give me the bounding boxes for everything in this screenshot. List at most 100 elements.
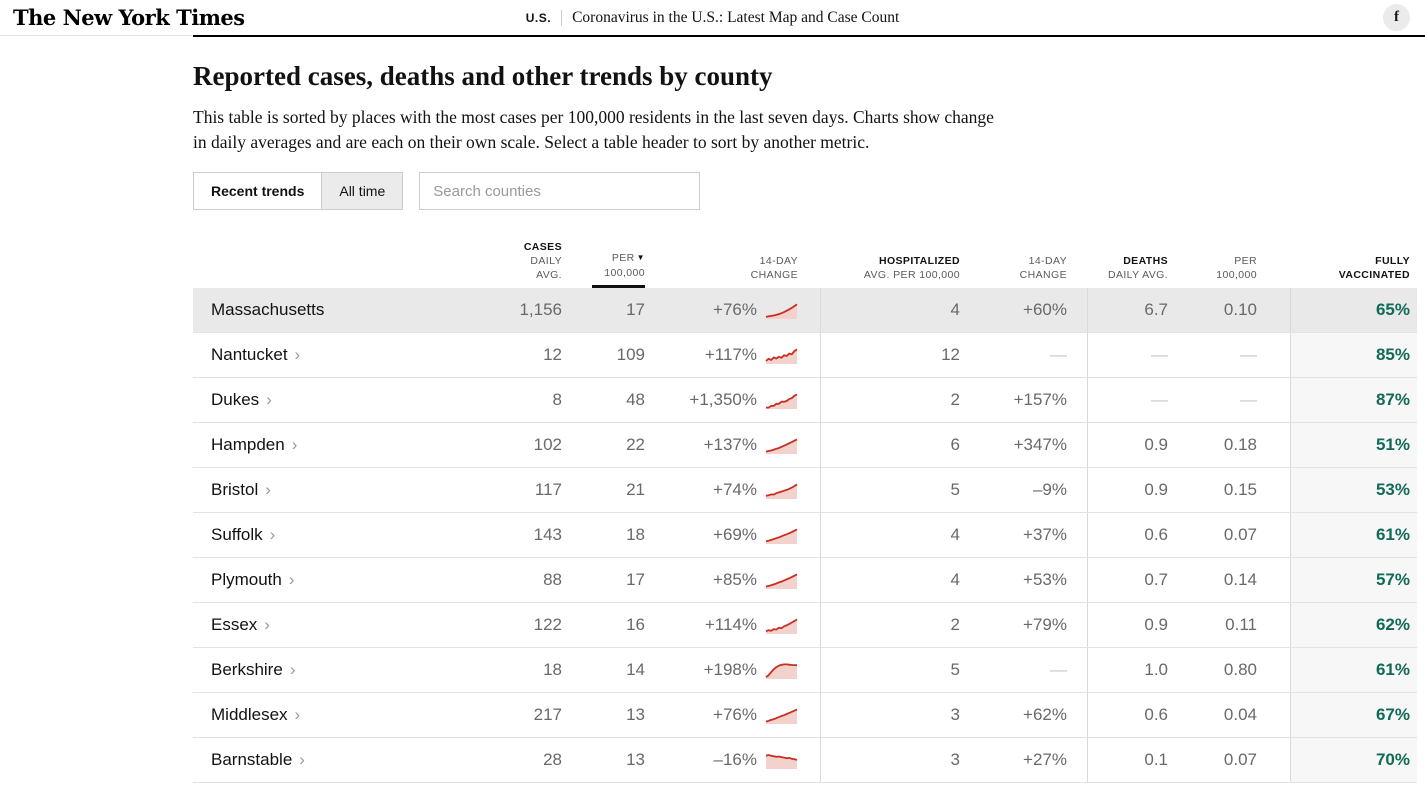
nav-article-link[interactable]: Coronavirus in the U.S.: Latest Map and … <box>572 9 900 26</box>
deaths-daily-avg-value: 1.0 <box>1087 648 1168 692</box>
nyt-logo[interactable]: The New York Times <box>13 5 245 30</box>
hosp-14day-change-value: +37% <box>1023 525 1067 544</box>
chevron-right-icon: › <box>266 390 272 409</box>
header-hosp-14day-change[interactable]: 14-DAY CHANGE <box>1019 255 1067 281</box>
14day-change-cell: +198% <box>645 648 820 692</box>
chevron-right-icon: › <box>294 345 301 364</box>
header-deaths-per-100k[interactable]: PER 100,000 <box>1216 255 1257 281</box>
deaths-daily-avg-value: 0.1 <box>1087 738 1168 782</box>
deaths-per-100k-value: 0.07 <box>1223 750 1257 769</box>
county-name-cell[interactable]: Berkshire › <box>193 648 513 692</box>
county-name-cell[interactable]: Essex › <box>193 603 513 647</box>
header-14day-change[interactable]: 14-DAY CHANGE <box>750 255 798 281</box>
header-cases-daily-avg[interactable]: CASES DAILY AVG. <box>523 241 562 281</box>
hospitalized-value: 2 <box>820 378 960 422</box>
county-name-cell[interactable]: Hampden › <box>193 423 513 467</box>
chevron-right-icon: › <box>269 525 276 544</box>
14day-change-value: +74% <box>713 480 757 499</box>
search-input[interactable] <box>419 172 701 210</box>
deaths-per-100k-value: 0.10 <box>1223 300 1257 319</box>
hosp-14day-change-value: +27% <box>1023 750 1067 769</box>
deaths-daily-avg-value: 6.7 <box>1087 288 1168 332</box>
hospitalized-value: 12 <box>820 333 960 377</box>
cases-per-100k-value: 48 <box>626 390 645 409</box>
fully-vaccinated-value: 61% <box>1290 648 1417 692</box>
hosp-14day-change-value: +79% <box>1023 615 1067 634</box>
fully-vaccinated-value: 67% <box>1290 693 1417 737</box>
hospitalized-value: 4 <box>820 558 960 602</box>
top-bar: The New York Times U.S. Coronavirus in t… <box>0 0 1425 37</box>
header-hospitalized[interactable]: HOSPITALIZED AVG. PER 100,000 <box>863 255 960 281</box>
14day-change-cell: +76% <box>645 693 820 737</box>
tab-recent-trends[interactable]: Recent trends <box>193 172 323 210</box>
county-name-cell[interactable]: Suffolk › <box>193 513 513 557</box>
header-cases-per-100k-sorted[interactable]: PER ▼ 100,000 <box>562 240 645 288</box>
cases-per-100k-value: 13 <box>626 750 645 769</box>
table-row: Nantucket › 12 109 +117% 12 — — — 85% <box>193 333 1417 378</box>
hosp-14day-change-value: +60% <box>1023 300 1067 319</box>
header-county[interactable] <box>193 240 513 282</box>
deaths-daily-avg-value: 0.9 <box>1087 468 1168 512</box>
cases-per-100k-value: 16 <box>626 615 645 634</box>
14day-change-cell: –16% <box>645 738 820 782</box>
cases-daily-avg-value: 122 <box>533 615 562 634</box>
sort-desc-icon: ▼ <box>636 253 645 262</box>
cases-daily-avg-value: 12 <box>543 345 562 364</box>
cases-daily-avg-value: 102 <box>533 435 562 454</box>
county-name: Berkshire <box>211 660 283 679</box>
cases-daily-avg-value: 143 <box>533 525 562 544</box>
deaths-per-100k-value: 0.80 <box>1223 660 1257 679</box>
cases-daily-avg-value: 28 <box>543 750 562 769</box>
fully-vaccinated-value: 61% <box>1290 513 1417 557</box>
hospitalized-value: 5 <box>820 648 960 692</box>
table-controls: Recent trends All time <box>193 172 1417 210</box>
chevron-right-icon: › <box>299 750 305 769</box>
county-name-cell[interactable]: Nantucket › <box>193 333 513 377</box>
trend-sparkline <box>765 438 798 454</box>
14day-change-cell: +114% <box>645 603 820 647</box>
hospitalized-value: 3 <box>820 693 960 737</box>
county-name-cell[interactable]: Barnstable › <box>193 738 513 782</box>
chevron-right-icon: › <box>289 660 296 679</box>
table-row: Massachusetts 1,156 17 +76% 4 +60% 6.7 0… <box>193 288 1417 333</box>
trend-sparkline <box>765 573 798 589</box>
14day-change-cell: +69% <box>645 513 820 557</box>
chevron-right-icon: › <box>294 705 301 724</box>
cases-daily-avg-value: 117 <box>534 480 562 499</box>
section-label[interactable]: U.S. <box>525 11 552 25</box>
table-row: Dukes › 8 48 +1,350% 2 +157% — — 87% <box>193 378 1417 423</box>
deaths-per-100k-value: — <box>1240 390 1257 409</box>
county-name-cell[interactable]: Middlesex › <box>193 693 513 737</box>
tab-all-time[interactable]: All time <box>321 172 404 210</box>
deaths-daily-avg-value: 0.7 <box>1087 558 1168 602</box>
14day-change-value: +85% <box>713 570 757 589</box>
deaths-daily-avg-value: 0.9 <box>1087 603 1168 647</box>
cases-daily-avg-value: 217 <box>533 705 562 724</box>
deaths-per-100k-value: 0.18 <box>1223 435 1257 454</box>
deaths-per-100k-value: — <box>1240 345 1257 364</box>
deaths-daily-avg-value: 0.9 <box>1087 423 1168 467</box>
fully-vaccinated-value: 57% <box>1290 558 1417 602</box>
nav-divider <box>561 10 563 26</box>
14day-change-cell: +117% <box>645 333 820 377</box>
facebook-share-button[interactable]: f <box>1383 4 1410 31</box>
county-name-cell[interactable]: Bristol › <box>193 468 513 512</box>
deaths-daily-avg-value: — <box>1087 378 1168 422</box>
county-name-cell[interactable]: Dukes › <box>193 378 513 422</box>
deaths-daily-avg-value: — <box>1087 333 1168 377</box>
table-row: Bristol › 117 21 +74% 5 –9% 0.9 0.15 53% <box>193 468 1417 513</box>
14day-change-cell: +1,350% <box>645 378 820 422</box>
14day-change-value: +137% <box>703 435 757 454</box>
cases-per-100k-value: 18 <box>626 525 645 544</box>
14day-change-cell: +137% <box>645 423 820 467</box>
county-name-cell[interactable]: Massachusetts <box>193 288 513 332</box>
facebook-icon: f <box>1394 9 1399 25</box>
deaths-per-100k-value: 0.15 <box>1223 480 1257 499</box>
chevron-right-icon: › <box>265 480 271 499</box>
fully-vaccinated-value: 53% <box>1290 468 1417 512</box>
header-deaths-daily-avg[interactable]: DEATHS DAILY AVG. <box>1107 255 1168 281</box>
table-row: Suffolk › 143 18 +69% 4 +37% 0.6 0.07 61… <box>193 513 1417 558</box>
county-name-cell[interactable]: Plymouth › <box>193 558 513 602</box>
cases-daily-avg-value: 1,156 <box>519 300 562 319</box>
header-fully-vaccinated[interactable]: FULLY VACCINATED <box>1338 255 1410 281</box>
